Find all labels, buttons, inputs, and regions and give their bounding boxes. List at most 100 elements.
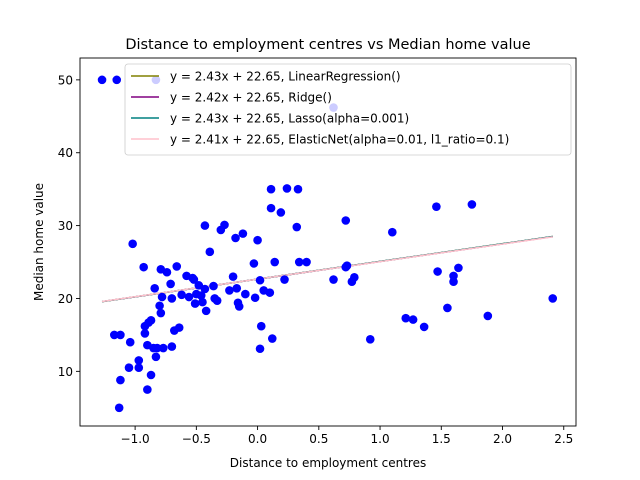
y-tick-label: 50	[58, 73, 73, 87]
y-axis-label: Median home value	[32, 183, 46, 301]
legend: y = 2.43x + 22.65, LinearRegression() y =…	[124, 63, 572, 156]
legend-label-3: y = 2.43x + 22.65, Lasso(alpha=0.001)	[170, 112, 409, 126]
data-point	[350, 273, 359, 282]
x-tick-label: 1.5	[432, 432, 451, 446]
data-point	[280, 275, 289, 284]
data-point	[212, 296, 222, 305]
data-point	[365, 334, 375, 344]
data-point	[329, 275, 338, 284]
data-point	[282, 184, 292, 193]
data-point	[156, 308, 166, 318]
data-point	[250, 293, 260, 303]
data-point	[167, 342, 177, 351]
data-point	[419, 322, 429, 332]
data-point	[128, 239, 137, 249]
regression-lines	[101, 235, 553, 303]
data-point	[184, 292, 194, 302]
data-point	[151, 352, 161, 362]
data-point	[167, 294, 177, 303]
data-point	[189, 275, 199, 284]
x-axis-label: Distance to employment centres	[230, 456, 426, 470]
x-axis: −1.0 −0.5 0.0 0.5 1.0 1.5 2.0 2.5	[121, 426, 573, 446]
data-point	[109, 330, 119, 340]
x-tick-label: 0.5	[309, 432, 328, 446]
legend-label-2: y = 2.42x + 22.65, Ridge()	[170, 91, 332, 105]
data-point	[116, 375, 125, 385]
chart-title: Distance to employment centres vs Median…	[125, 37, 530, 53]
data-point	[408, 315, 418, 324]
data-point	[162, 267, 172, 277]
x-tick-label: −0.5	[182, 432, 211, 446]
y-axis: 10 20 30 40 50	[58, 73, 80, 379]
data-point	[125, 337, 135, 347]
data-points	[97, 75, 558, 413]
y-tick-label: 20	[58, 292, 73, 306]
data-point	[266, 203, 276, 213]
data-point	[116, 330, 125, 340]
legend-label-1: y = 2.43x + 22.65, LinearRegression()	[170, 70, 401, 84]
data-point	[146, 316, 156, 325]
data-point	[449, 277, 458, 287]
data-point	[294, 257, 304, 267]
data-point	[143, 385, 152, 394]
data-point	[249, 259, 259, 268]
data-point	[483, 311, 493, 321]
data-point	[209, 281, 218, 291]
data-point	[232, 283, 242, 293]
data-point	[276, 208, 286, 217]
data-point	[139, 262, 148, 272]
data-point	[134, 356, 144, 365]
data-point	[231, 233, 240, 243]
x-tick-label: 2.5	[554, 432, 573, 446]
data-point	[190, 299, 200, 308]
data-point	[265, 288, 275, 297]
data-point	[302, 257, 311, 267]
data-point	[196, 291, 206, 300]
data-point	[155, 301, 164, 311]
data-point	[172, 262, 182, 271]
data-point	[432, 202, 441, 211]
data-point	[255, 344, 265, 354]
data-point	[293, 184, 303, 194]
data-point	[220, 220, 229, 230]
data-point	[270, 257, 280, 267]
data-point	[157, 292, 167, 302]
x-tick-label: 2.0	[493, 432, 512, 446]
data-point	[177, 290, 186, 300]
data-point	[152, 343, 162, 353]
data-point	[124, 363, 134, 373]
y-tick-label: 40	[58, 146, 73, 160]
data-point	[256, 321, 266, 331]
data-point	[112, 75, 122, 85]
data-point	[174, 323, 184, 332]
data-point	[443, 303, 452, 313]
data-point	[238, 229, 248, 238]
data-point	[134, 363, 144, 373]
data-point	[198, 297, 207, 307]
data-point	[548, 294, 558, 303]
data-point	[205, 247, 215, 257]
data-point	[255, 275, 265, 285]
data-point	[158, 343, 168, 353]
x-tick-label: −1.0	[121, 432, 150, 446]
data-point	[234, 302, 244, 311]
data-point	[387, 227, 397, 237]
data-point	[266, 184, 276, 194]
data-point	[267, 334, 277, 343]
legend-box	[124, 63, 572, 156]
data-point	[454, 263, 463, 273]
regression-line-4	[101, 236, 553, 303]
data-point	[114, 403, 124, 413]
data-point	[150, 283, 160, 293]
data-point	[241, 289, 250, 299]
x-tick-label: 1.0	[371, 432, 390, 446]
x-tick-label: 0.0	[248, 432, 267, 446]
legend-label-4: y = 2.41x + 22.65, ElasticNet(alpha=0.01…	[170, 133, 509, 147]
data-point	[253, 235, 262, 245]
data-point	[146, 370, 156, 380]
data-point	[341, 216, 351, 225]
plot-frame	[79, 57, 577, 427]
y-tick-label: 10	[58, 365, 73, 379]
data-point	[342, 261, 352, 270]
data-point	[433, 267, 442, 276]
